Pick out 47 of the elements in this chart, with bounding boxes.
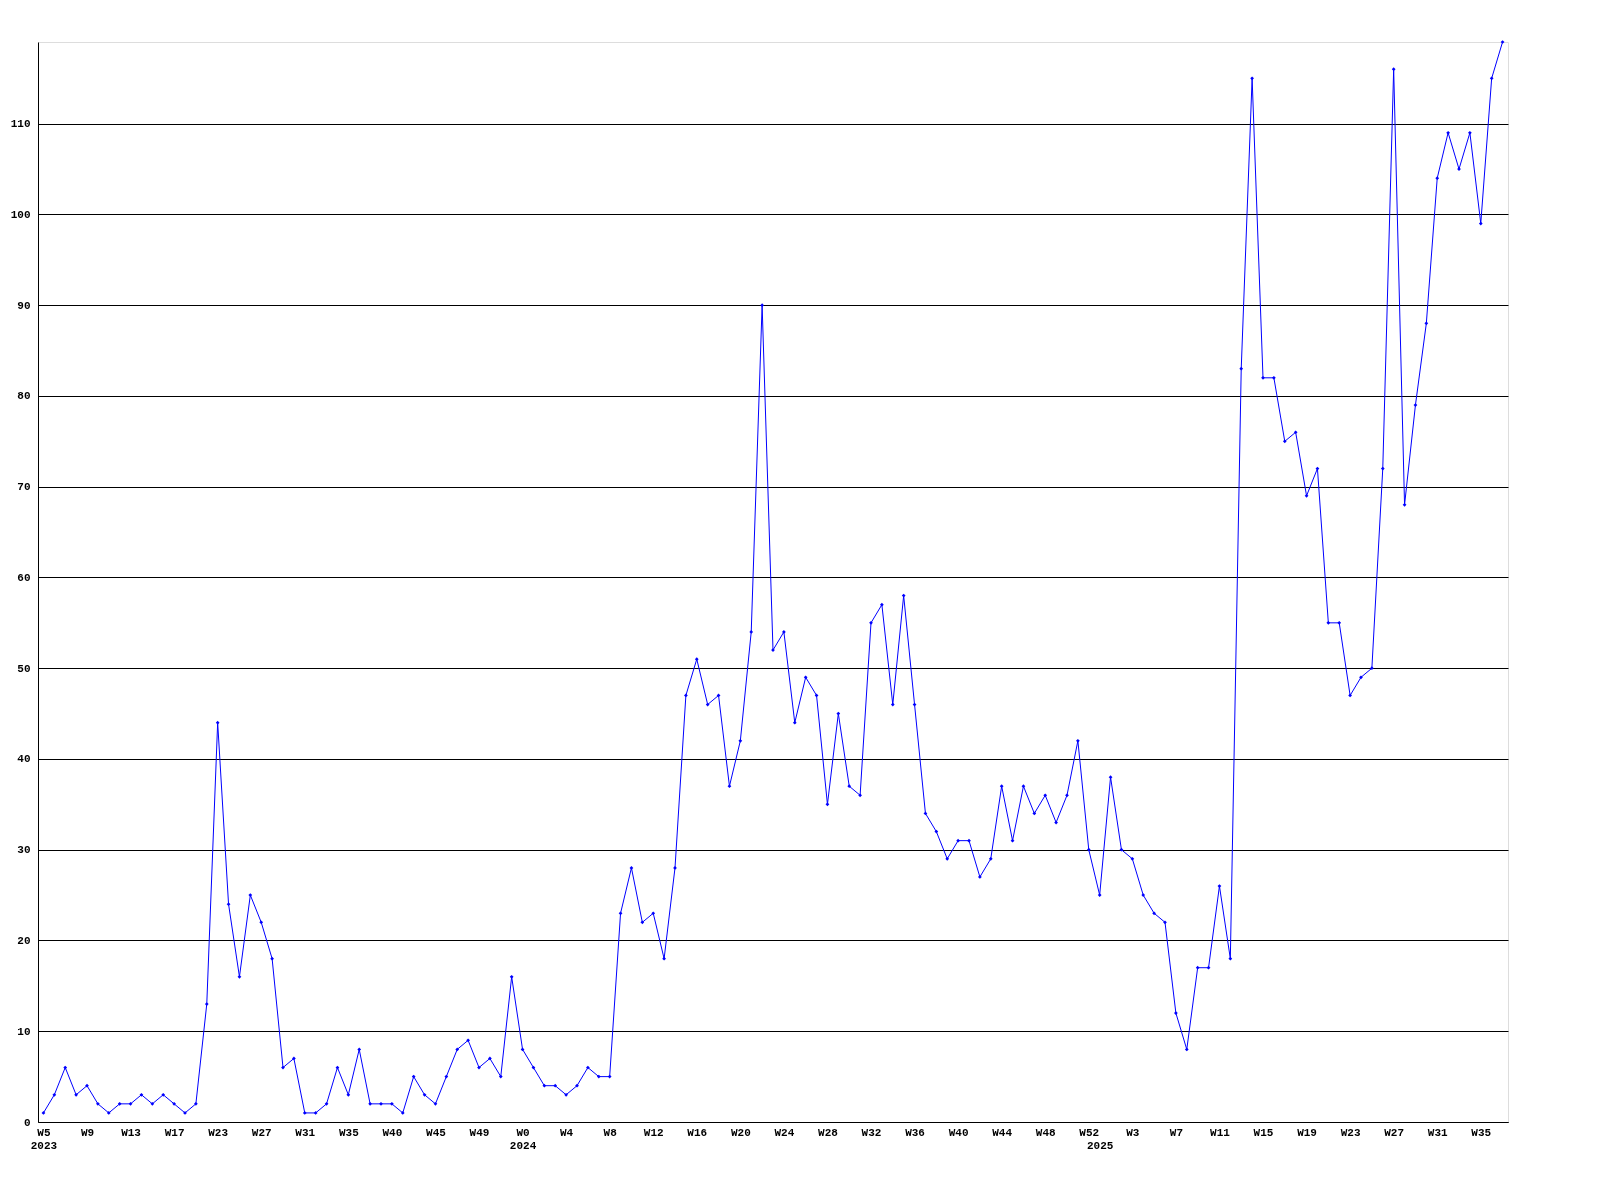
x-tick-label: W28 <box>818 1126 839 1139</box>
y-tick-label: 70 <box>17 481 31 494</box>
x-tick-label: W19 <box>1297 1126 1317 1139</box>
y-tick-label: 0 <box>23 1116 31 1129</box>
x-tick-label: W31 <box>1427 1126 1449 1139</box>
x-tick-label: W40 <box>948 1126 969 1139</box>
y-tick-label: 10 <box>17 1025 31 1038</box>
y-tick-label: 60 <box>17 571 31 584</box>
x-tick-label: W27 <box>1384 1126 1405 1139</box>
x-tick-label: W9 <box>80 1126 95 1139</box>
x-tick-label: W16 <box>687 1126 708 1139</box>
x-tick-label: W52 <box>1079 1126 1100 1139</box>
y-tick-label: 80 <box>17 390 31 403</box>
x-tick-label: W45 <box>426 1126 447 1139</box>
x-tick-label: W7 <box>1169 1126 1183 1139</box>
x-tick-label: W40 <box>382 1126 403 1139</box>
x-tick-label: W48 <box>1035 1126 1057 1139</box>
y-tick-label: 20 <box>17 934 31 947</box>
x-tick-label: W8 <box>603 1126 618 1139</box>
y-tick-label: 30 <box>17 844 31 857</box>
x-tick-label: W4 <box>560 1126 574 1139</box>
x-tick-label: W13 <box>121 1126 142 1139</box>
x-tick-label: W20 <box>730 1126 751 1139</box>
x-tick-label: W35 <box>1471 1126 1492 1139</box>
x-tick-label: W49 <box>469 1126 490 1139</box>
x-tick-label: 2025 <box>1086 1139 1114 1152</box>
x-tick-label: W11 <box>1210 1126 1231 1139</box>
y-tick-label: 50 <box>17 662 31 675</box>
y-tick-label: 90 <box>17 299 31 312</box>
x-tick-label: W44 <box>992 1126 1013 1139</box>
x-tick-label: W32 <box>861 1126 882 1139</box>
x-tick-label: W5 2023 <box>30 1126 58 1152</box>
x-tick-label: W23 <box>208 1126 229 1139</box>
y-tick-label: 100 <box>10 208 31 221</box>
x-tick-label: W23 <box>1340 1126 1361 1139</box>
y-tick-label: 40 <box>17 753 31 766</box>
x-tick-label: W3 <box>1126 1126 1140 1139</box>
x-tick-label: W15 <box>1253 1126 1274 1139</box>
x-tick-label: W17 <box>164 1126 185 1139</box>
x-tick-label: W36 <box>905 1126 925 1139</box>
x-tick-label: W0 2024 <box>509 1126 537 1152</box>
x-tick-label: W31 <box>295 1126 316 1139</box>
x-tick-label: W12 <box>643 1126 664 1139</box>
x-tick-label: W27 <box>251 1126 272 1139</box>
x-tick-label: W35 <box>338 1126 360 1139</box>
x-tick-label: W24 <box>774 1126 795 1139</box>
y-tick-label: 110 <box>10 118 31 131</box>
